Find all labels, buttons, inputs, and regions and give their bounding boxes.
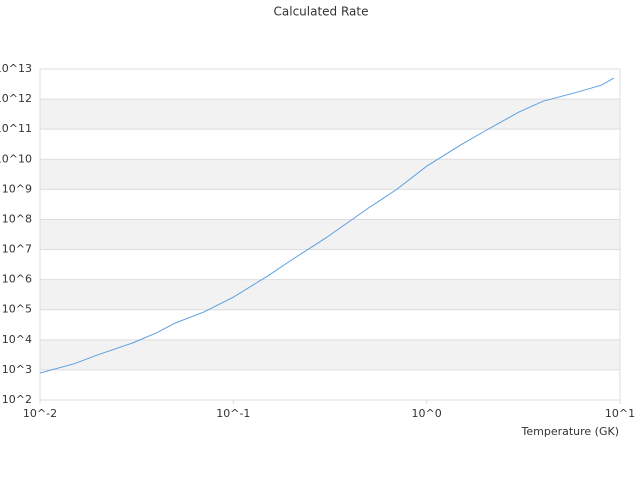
x-tick-label: 10^-1 xyxy=(216,407,250,420)
y-tick-label: 10^12 xyxy=(0,92,32,105)
y-tick-label: 10^10 xyxy=(0,152,32,165)
y-tick-label: 10^9 xyxy=(2,182,32,195)
chart-title: Calculated Rate xyxy=(274,5,369,19)
y-tick-label: 10^8 xyxy=(2,212,32,225)
y-tick-label: 10^11 xyxy=(0,122,32,135)
bands xyxy=(40,99,620,370)
grid-band xyxy=(40,339,620,370)
x-tick-label: 10^1 xyxy=(605,407,635,420)
y-tick-label: 10^2 xyxy=(2,393,32,406)
x-tick-label: 10^-2 xyxy=(23,407,57,420)
x-axis-label: Temperature (GK) xyxy=(521,425,620,438)
data-line xyxy=(39,77,615,374)
grid-band xyxy=(40,159,620,190)
y-tick-label: 10^13 xyxy=(0,62,32,75)
y-tick-label: 10^3 xyxy=(2,363,32,376)
y-tick-label: 10^7 xyxy=(2,243,32,256)
grid-band xyxy=(40,279,620,310)
x-tick-label: 10^0 xyxy=(412,407,442,420)
grid-band xyxy=(40,99,620,130)
y-tick-label: 10^5 xyxy=(2,303,32,316)
y-tick-label: 10^6 xyxy=(2,273,32,286)
y-tick-label: 10^4 xyxy=(2,333,32,346)
